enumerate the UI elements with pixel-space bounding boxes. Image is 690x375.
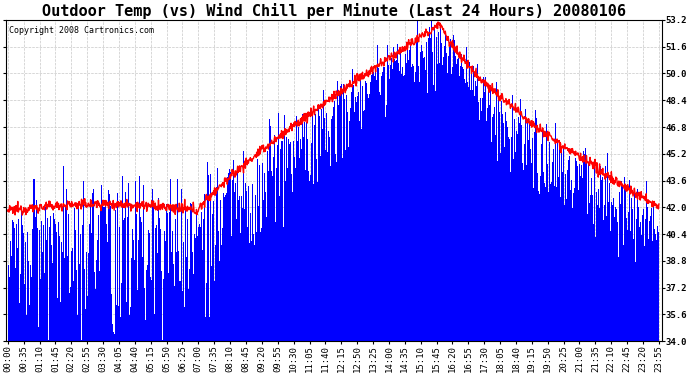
Text: Copyright 2008 Cartronics.com: Copyright 2008 Cartronics.com xyxy=(9,26,154,35)
Title: Outdoor Temp (vs) Wind Chill per Minute (Last 24 Hours) 20080106: Outdoor Temp (vs) Wind Chill per Minute … xyxy=(41,3,626,19)
